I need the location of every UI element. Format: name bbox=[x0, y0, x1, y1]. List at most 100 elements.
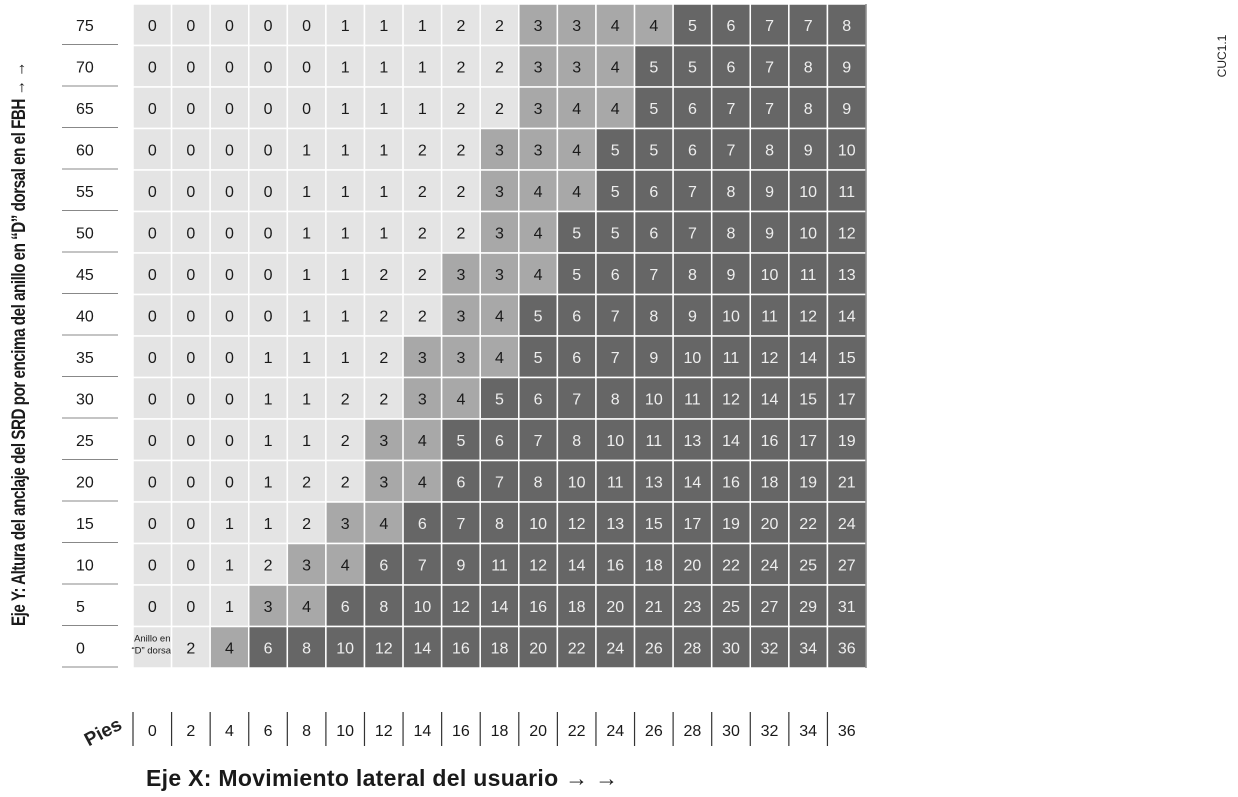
cell-value: 2 bbox=[302, 474, 311, 491]
cell-value: 6 bbox=[649, 225, 658, 242]
cell-background bbox=[479, 86, 520, 130]
cell-value: 3 bbox=[495, 184, 504, 201]
cell-value: 1 bbox=[341, 225, 350, 242]
cell-value: 18 bbox=[491, 640, 509, 657]
table-cell: 0 bbox=[132, 459, 173, 503]
cell-background bbox=[325, 293, 366, 337]
cell-value: 0 bbox=[264, 308, 273, 325]
table-cell: 2 bbox=[402, 127, 443, 171]
cell-value: 0 bbox=[264, 225, 273, 242]
cell-value: 2 bbox=[341, 433, 350, 450]
cell-value: 2 bbox=[456, 18, 465, 35]
table-cell: 8 bbox=[556, 418, 597, 462]
table-cell: 5 bbox=[595, 127, 636, 171]
cell-value: 6 bbox=[379, 557, 388, 574]
cell-value: 7 bbox=[765, 59, 774, 76]
table-cell: 5 bbox=[518, 335, 559, 379]
cell-value: 9 bbox=[649, 350, 658, 367]
table-cell: 1 bbox=[325, 44, 366, 88]
cell-value: 1 bbox=[341, 350, 350, 367]
cell-value: 3 bbox=[418, 350, 427, 367]
table-cell: 7 bbox=[633, 252, 674, 296]
x-tick-label: 2 bbox=[186, 723, 195, 740]
table-cell: 34 bbox=[788, 625, 829, 669]
table-cell: 12 bbox=[556, 501, 597, 545]
y-tick-label: 55 bbox=[76, 184, 94, 201]
cell-background bbox=[788, 252, 829, 296]
cell-background bbox=[749, 625, 790, 669]
table-cell: 6 bbox=[556, 335, 597, 379]
table-cell: 31 bbox=[826, 584, 867, 628]
cell-value: 8 bbox=[727, 184, 736, 201]
cell-value: 13 bbox=[684, 433, 702, 450]
cell-background bbox=[170, 127, 211, 171]
cell-value: 0 bbox=[148, 433, 157, 450]
cell-value: 17 bbox=[838, 391, 856, 408]
table-cell: 9 bbox=[749, 169, 790, 213]
table-cell: 30 bbox=[710, 625, 752, 669]
cell-value: 10 bbox=[568, 474, 586, 491]
cell-value: 7 bbox=[765, 101, 774, 118]
cell-value: 0 bbox=[302, 59, 311, 76]
cell-value: 9 bbox=[842, 59, 851, 76]
table-cell: 1 bbox=[325, 252, 366, 296]
cell-background bbox=[325, 252, 366, 296]
cell-value: 0 bbox=[186, 18, 195, 35]
y-tick-label: 40 bbox=[76, 308, 94, 325]
cell-value: 34 bbox=[799, 640, 817, 657]
cell-background bbox=[363, 127, 404, 171]
cell-background bbox=[595, 86, 636, 130]
table-cell: 6 bbox=[633, 169, 674, 213]
cell-value: 1 bbox=[341, 267, 350, 284]
table-cell: 6 bbox=[710, 3, 752, 47]
cell-background bbox=[479, 3, 520, 47]
table-cell: 20 bbox=[672, 542, 713, 586]
table-cell: 4 bbox=[440, 376, 481, 420]
x-tick-label: 34 bbox=[799, 723, 817, 740]
table-cell: 0 bbox=[247, 86, 289, 130]
cell-value: 10 bbox=[799, 184, 817, 201]
cell-value: 2 bbox=[456, 59, 465, 76]
cell-value: 10 bbox=[413, 599, 431, 616]
cell-background bbox=[440, 501, 481, 545]
table-cell: 0 bbox=[132, 127, 173, 171]
cell-value: 3 bbox=[264, 599, 273, 616]
table-cell: 4 bbox=[595, 86, 636, 130]
cell-value: 1 bbox=[302, 267, 311, 284]
cell-value: 15 bbox=[799, 391, 817, 408]
table-cell: 0 bbox=[170, 501, 211, 545]
cell-background bbox=[247, 44, 289, 88]
cell-value: 5 bbox=[456, 433, 465, 450]
table-cell: 16 bbox=[518, 584, 559, 628]
table-cell: 17 bbox=[672, 501, 713, 545]
cell-background bbox=[325, 169, 366, 213]
table-cell: 1 bbox=[363, 3, 404, 47]
cell-value: 0 bbox=[264, 101, 273, 118]
table-cell: 0 bbox=[209, 459, 250, 503]
table-cell: 2 bbox=[440, 3, 481, 47]
table-cell: 0 bbox=[132, 501, 173, 545]
cell-value: 13 bbox=[606, 516, 624, 533]
table-cell: 16 bbox=[595, 542, 636, 586]
table-cell: 3 bbox=[247, 584, 289, 628]
cell-background bbox=[788, 376, 829, 420]
table-cell: 10 bbox=[325, 625, 366, 669]
cell-value: 3 bbox=[534, 142, 543, 159]
cell-background bbox=[518, 169, 559, 213]
table-cell: 4 bbox=[556, 169, 597, 213]
cell-background bbox=[247, 86, 289, 130]
cell-value: 15 bbox=[838, 350, 856, 367]
cell-value: 1 bbox=[264, 350, 273, 367]
table-cell: 2 bbox=[286, 459, 327, 503]
table-cells: 0 0 0 0 0 1 1 1 2 2 3 3 4 4 5 6 7 7 80 0 0 0 0 1 1 1 2 2 3 3 4 5 5 6 7 8 90 0… bbox=[131, 3, 867, 669]
cell-value: 5 bbox=[534, 350, 543, 367]
table-cell: 9 bbox=[633, 335, 674, 379]
table-cell: 4 bbox=[518, 210, 559, 254]
cell-background bbox=[556, 169, 597, 213]
cell-value: 10 bbox=[529, 516, 547, 533]
cell-background bbox=[518, 127, 559, 171]
cell-value: 12 bbox=[722, 391, 740, 408]
cell-background bbox=[710, 127, 752, 171]
table-cell: 29 bbox=[788, 584, 829, 628]
table-cell: 6 bbox=[672, 86, 713, 130]
